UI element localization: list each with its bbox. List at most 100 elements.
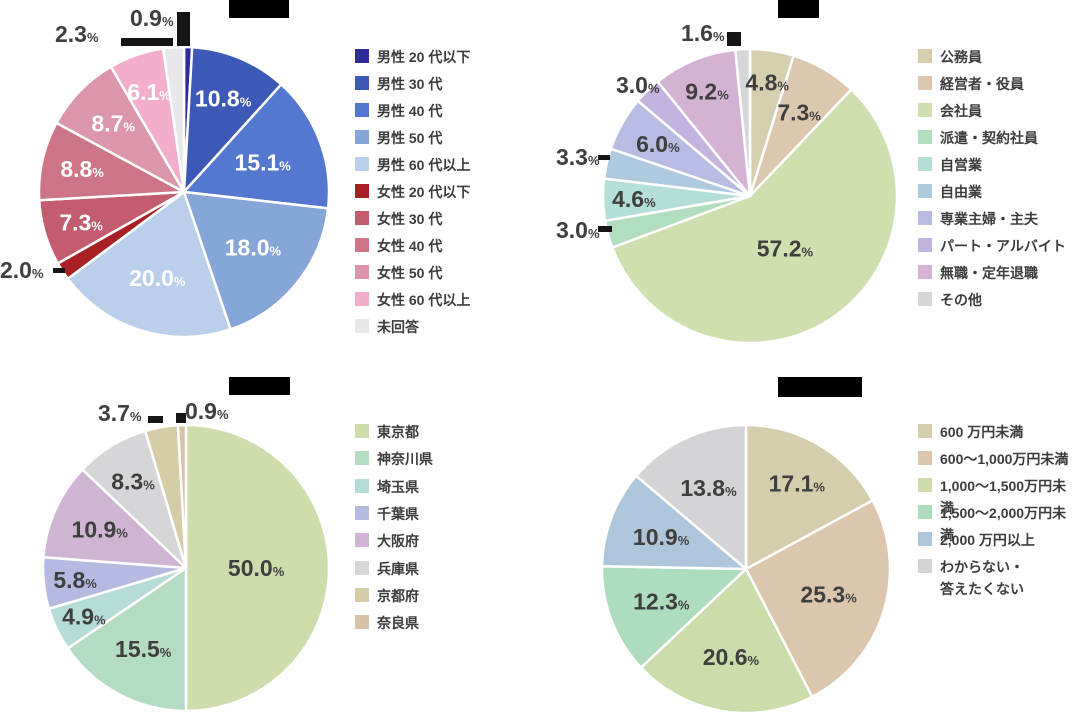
slice-value-label: 8.8% — [60, 156, 104, 182]
slice-value-label: 4.9% — [62, 603, 106, 629]
callout-connector — [177, 12, 190, 46]
slice-value-label: 57.2% — [757, 236, 814, 262]
callout-unit: % — [216, 407, 229, 422]
legend-swatch — [918, 238, 932, 252]
legend-label: 大阪府 — [377, 533, 419, 550]
legend-item-gender-age-8: 女性 50 代 — [355, 262, 442, 284]
legend-item-occupation-2: 会社員 — [918, 100, 982, 122]
legend-swatch — [355, 615, 369, 630]
slice-value-label: 12.3% — [633, 589, 690, 615]
callout-connector — [148, 416, 163, 423]
legend-swatch — [355, 424, 369, 438]
legend-item-gender-age-7: 女性 40 代 — [355, 235, 442, 257]
slice-value-label: 15.1% — [235, 149, 292, 175]
slice-value-label: 15.5% — [115, 636, 172, 662]
slice-value-label: 10.8% — [195, 85, 252, 111]
legend-item-occupation-4: 自営業 — [918, 154, 982, 176]
pie-slice-prefecture-0 — [184, 423, 331, 712]
legend-label: 千葉県 — [377, 505, 419, 522]
occupation-pie: 4.8% 7.3% 57.2% 4.6% 6.0% 9.2% — [601, 47, 899, 345]
legend-item-occupation-1: 経営者・役員 — [918, 73, 1024, 95]
pie-slice-gender-age-2 — [182, 83, 331, 210]
slice-value-label: 20.6% — [703, 644, 760, 670]
callout-connector — [53, 268, 65, 273]
legend-swatch — [918, 184, 932, 198]
legend-item-prefecture-6: 京都府 — [355, 585, 419, 607]
legend-label: 未回答 — [377, 319, 419, 335]
legend-label: 女性 20 代以下 — [377, 184, 471, 200]
legend-label: 女性 30 代 — [377, 211, 443, 227]
legend-label: 男性 60 代以上 — [377, 157, 471, 173]
legend-label: パート・アルバイト — [940, 238, 1066, 254]
legend-item-occupation-0: 公務員 — [918, 46, 982, 68]
legend-item-gender-age-2: 男性 40 代 — [355, 100, 442, 122]
callout-connector — [598, 226, 612, 232]
legend-swatch — [918, 559, 932, 573]
legend-item-household-income-1: 600〜1,000万円未満 — [918, 448, 1068, 470]
legend-item-gender-age-0: 男性 20 代以下 — [355, 46, 470, 68]
pie-slice-prefecture-4 — [42, 468, 188, 570]
callout-unit: % — [129, 409, 142, 424]
legend-label: 派遣・契約社員 — [940, 130, 1038, 146]
legend-label: 会社員 — [940, 103, 982, 119]
legend-swatch — [355, 184, 369, 198]
legend-label: 1,000〜1,500万円未満 — [940, 478, 1067, 516]
pie-slice-prefecture-7 — [176, 423, 188, 570]
legend-swatch — [918, 103, 932, 117]
gender-age-pie: 10.8% 15.1% 18.0% 20.0% 7.3% 8.8% 8.7% 6.1% — [37, 45, 331, 339]
occupation-chart-title-redacted — [778, 0, 819, 18]
legend-label: 1,500〜2,000万円未満 — [940, 505, 1067, 543]
gender-age-chart-title-redacted — [229, 0, 289, 18]
legend-swatch — [918, 505, 932, 519]
pie-slice-household-income-5 — [634, 423, 748, 571]
callout-value: 3.3 — [556, 144, 588, 170]
legend-item-occupation-9: その他 — [918, 289, 982, 311]
legend-item-occupation-5: 自由業 — [918, 181, 982, 203]
legend-swatch — [355, 211, 369, 225]
legend-label: 自由業 — [940, 184, 982, 200]
legend-label: 女性 40 代 — [377, 238, 443, 254]
callout-unit: % — [587, 226, 600, 241]
slice-callout-label-gender-age-0: 0.9% — [130, 7, 174, 30]
pie-slice-gender-age-4 — [66, 190, 232, 339]
legend-item-household-income-5: わからない・ 答えたくない — [918, 556, 1024, 600]
pie-slice-household-income-4 — [600, 474, 748, 571]
callout-value: 0.9 — [130, 5, 162, 31]
pie-slice-household-income-1 — [744, 499, 892, 699]
pie-slice-household-income-3 — [600, 565, 748, 669]
legend-label: 自営業 — [940, 157, 982, 173]
callout-connector — [598, 155, 610, 160]
pie-slice-gender-age-1 — [182, 45, 283, 194]
legend-swatch — [355, 587, 369, 602]
legend-label: 男性 20 代以下 — [377, 49, 471, 65]
legend-item-household-income-0: 600 万円未満 — [918, 421, 1023, 443]
legend-label: 神奈川県 — [377, 451, 433, 468]
legend-swatch — [918, 76, 932, 90]
legend-swatch — [355, 238, 369, 252]
legend-item-prefecture-5: 兵庫県 — [355, 558, 419, 580]
callout-value: 3.7 — [98, 400, 130, 426]
slice-value-label: 9.2% — [685, 78, 729, 104]
legend-swatch — [918, 478, 932, 492]
legend-item-gender-age-5: 女性 20 代以下 — [355, 181, 470, 203]
legend-item-gender-age-10: 未回答 — [355, 316, 419, 338]
legend-swatch — [355, 505, 369, 520]
legend-swatch — [918, 130, 932, 144]
legend-label: その他 — [940, 292, 982, 308]
legend-label: 男性 50 代 — [377, 130, 443, 146]
callout-connector — [121, 38, 173, 46]
prefecture-chart-title-redacted — [229, 377, 290, 395]
slice-value-label: 7.3% — [777, 99, 821, 125]
slice-value-label: 50.0% — [228, 555, 285, 581]
legend-label: 経営者・役員 — [940, 76, 1024, 92]
legend-swatch — [355, 451, 369, 466]
slice-value-label: 17.1% — [769, 471, 826, 497]
slice-value-label: 8.7% — [91, 110, 135, 136]
legend-item-prefecture-7: 奈良県 — [355, 612, 419, 634]
legend-swatch — [355, 130, 369, 144]
legend-item-occupation-8: 無職・定年退職 — [918, 262, 1038, 284]
slice-value-label: 7.3% — [59, 209, 103, 235]
pie-slice-occupation-2 — [611, 88, 899, 345]
legend-item-occupation-7: パート・アルバイト — [918, 235, 1066, 257]
slice-value-label: 10.9% — [72, 517, 129, 543]
